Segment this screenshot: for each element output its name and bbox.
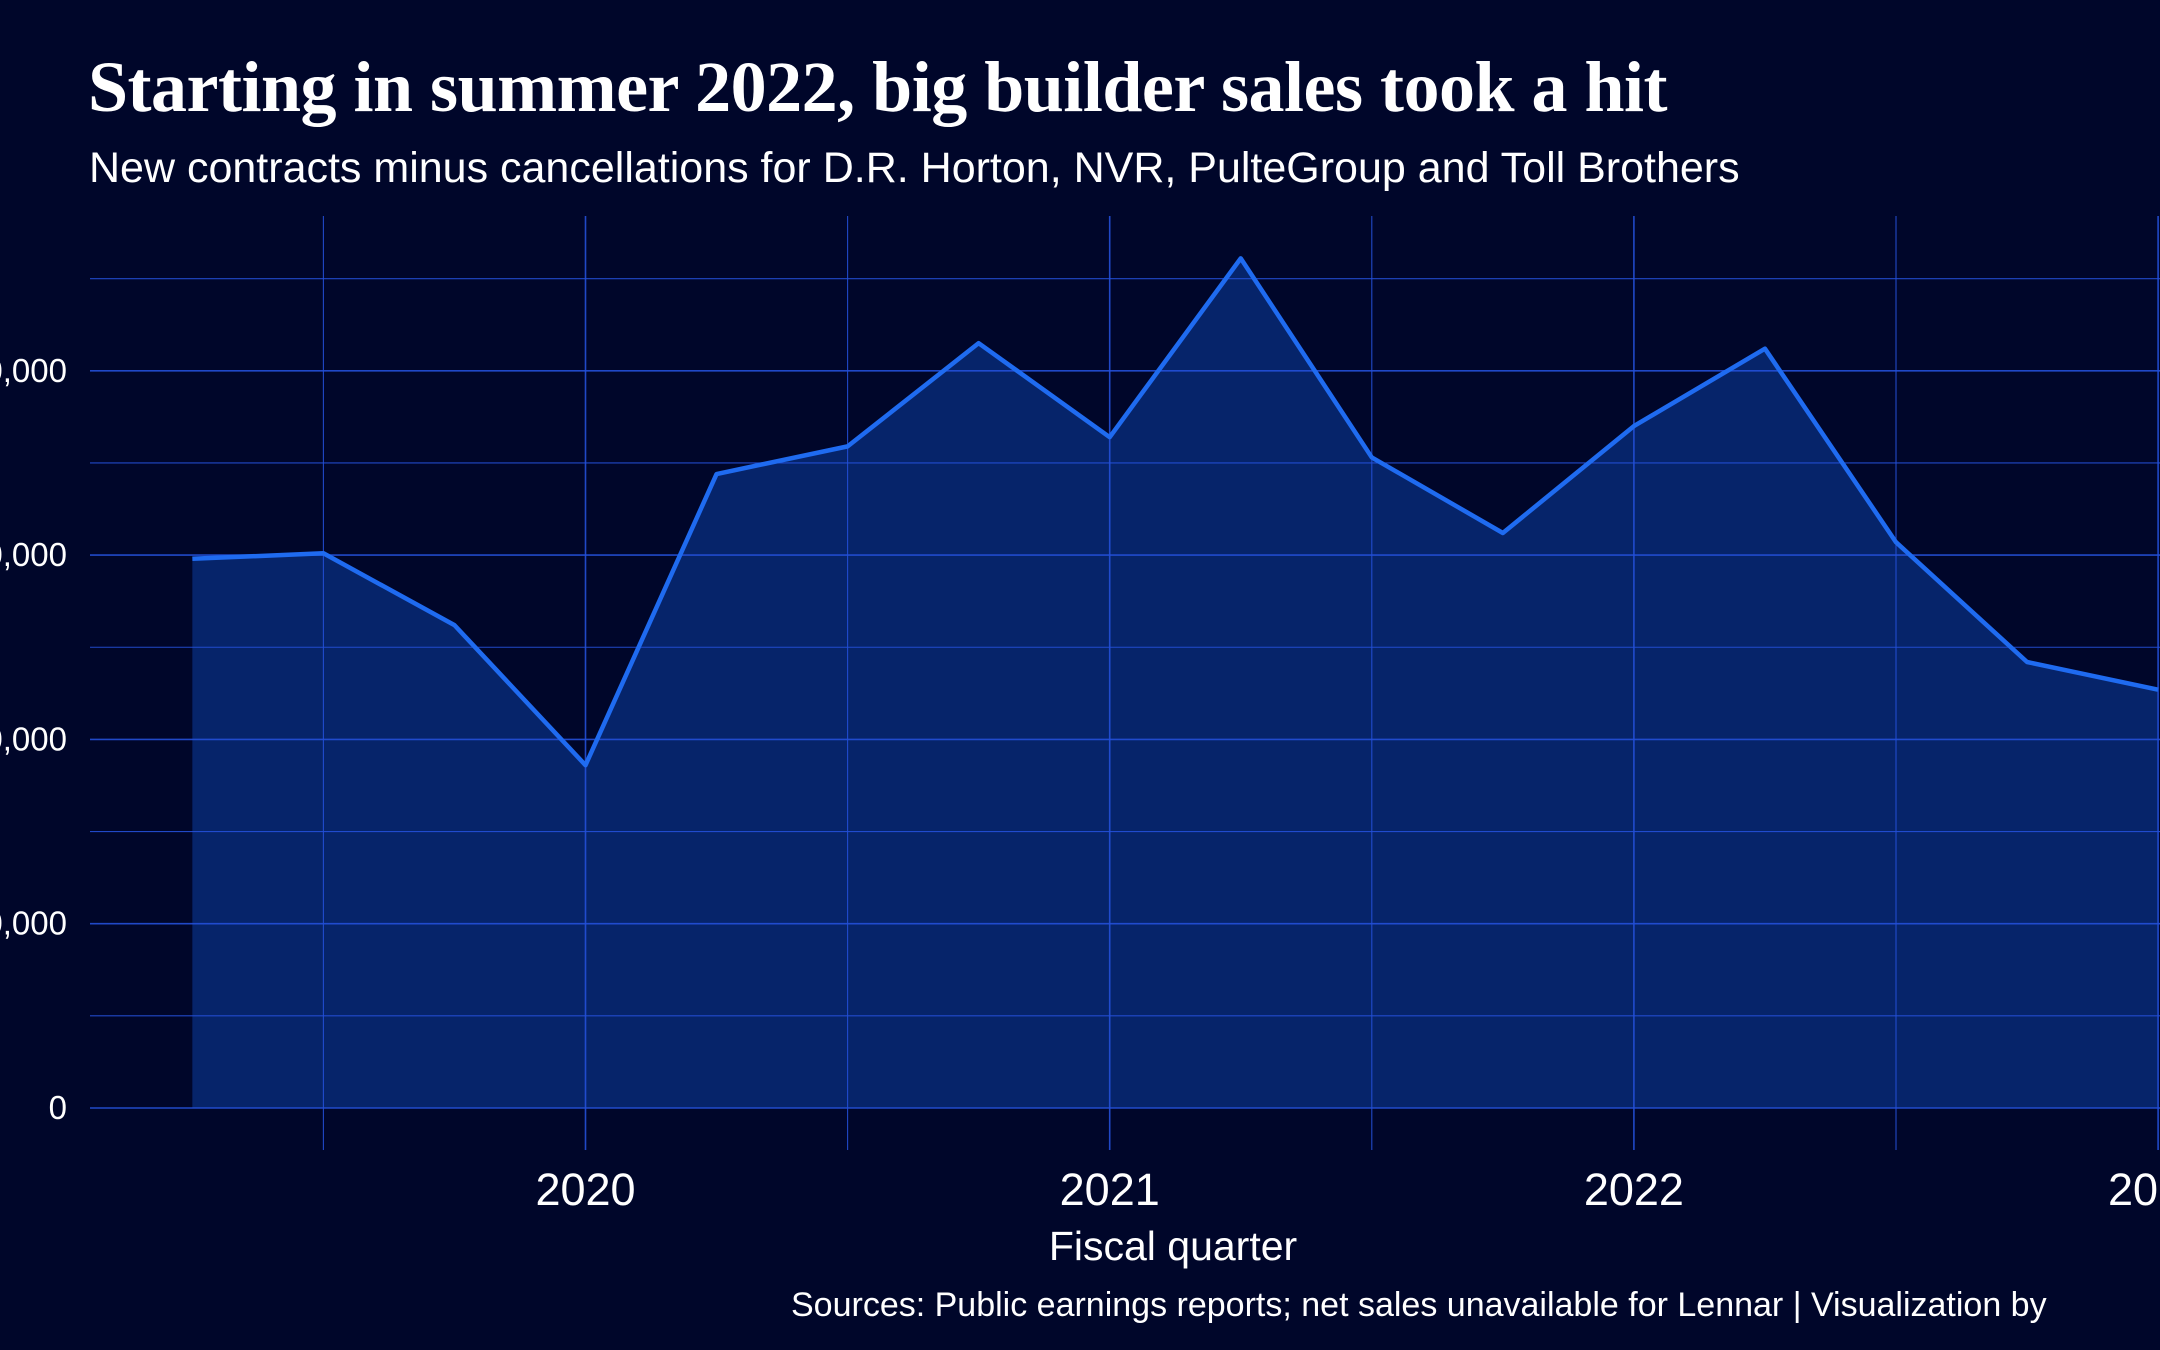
x-tick-label: 2023 <box>2108 1164 2160 1215</box>
x-tick-label: 2020 <box>535 1164 635 1215</box>
y-tick-label: 10,000 <box>0 905 67 942</box>
y-tick-label: 40,000 <box>0 352 67 389</box>
y-tick-label: 20,000 <box>0 720 67 757</box>
series-line <box>192 256 2159 768</box>
chart-source: Sources: Public earnings reports; net sa… <box>791 1286 2047 1324</box>
x-tick-label: 2022 <box>1584 1164 1684 1215</box>
x-tick-label: 2021 <box>1060 1164 1160 1215</box>
chart-subtitle: New contracts minus cancellations for D.… <box>89 144 1740 192</box>
y-tick-label: 30,000 <box>0 536 67 573</box>
y-tick-label: 0 <box>49 1089 67 1126</box>
chart-title: Starting in summer 2022, big builder sal… <box>88 47 1668 127</box>
area-fill <box>192 258 2159 1108</box>
x-axis-title: Fiscal quarter <box>1049 1223 1297 1269</box>
